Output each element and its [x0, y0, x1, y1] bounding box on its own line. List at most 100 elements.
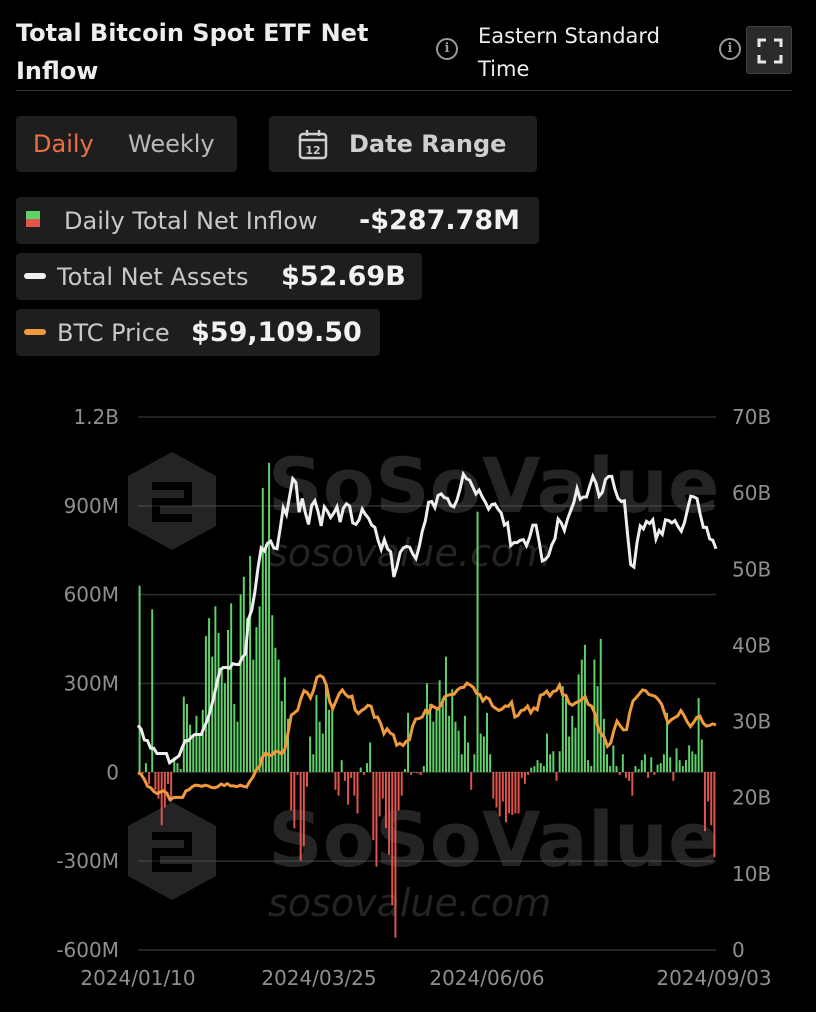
inflow-bar [429, 703, 432, 772]
inflow-bar [293, 772, 296, 829]
y-left-tick: -600M [56, 938, 119, 962]
legend-price[interactable]: BTC Price $59,109.50 [16, 309, 380, 356]
assets-value: $52.69B [281, 261, 406, 292]
assets-swatch [24, 273, 46, 279]
inflow-bar [688, 745, 691, 773]
inflow-bar [422, 766, 425, 772]
price-swatch [24, 329, 46, 335]
inflow-bar [590, 766, 593, 772]
inflow-bar [138, 585, 141, 773]
inflow-bar [498, 772, 501, 817]
inflow-bar [366, 763, 368, 773]
watermark-url: sosovalue.com [268, 531, 551, 575]
inflow-bar [334, 772, 337, 790]
inflow-bar [542, 766, 545, 772]
inflow-bar [290, 772, 293, 811]
inflow-bar [561, 686, 564, 772]
inflow-bar [602, 718, 605, 772]
inflow-bar [640, 760, 643, 772]
y-right-tick: 70B [732, 405, 771, 429]
inflow-bar [397, 772, 400, 811]
inflow-bar [217, 632, 220, 772]
header-divider [16, 90, 792, 91]
inflow-bar [359, 767, 362, 772]
inflow-bar [204, 635, 207, 772]
inflow-bar [647, 772, 650, 778]
inflow-bar [599, 638, 602, 773]
inflow-bar [403, 769, 406, 772]
fullscreen-button[interactable] [746, 26, 792, 74]
inflow-bar [580, 659, 583, 772]
timezone-info-icon[interactable]: i [719, 38, 741, 60]
legend-assets[interactable]: Total Net Assets $52.69B [16, 253, 422, 300]
inflow-bar [555, 772, 558, 781]
inflow-bar [410, 772, 413, 775]
y-right-tick: 50B [732, 557, 771, 581]
chart-title: Total Bitcoin Spot ETF Net Inflow [16, 19, 369, 85]
btc-price-line [137, 673, 717, 802]
inflow-bar [148, 772, 151, 784]
inflow-bar [700, 739, 703, 772]
inflow-bar [536, 760, 539, 772]
inflow-bar [662, 754, 665, 772]
inflow-bar [681, 766, 684, 772]
inflow-bar [546, 733, 548, 772]
inflow-bar [457, 730, 460, 772]
inflow-bar [416, 772, 419, 774]
weekly-tab[interactable]: Weekly [128, 130, 215, 158]
inflow-bar [407, 712, 410, 772]
inflow-bar [463, 715, 466, 772]
inflow-bar [227, 630, 229, 772]
inflow-bar [587, 760, 590, 772]
x-tick: 2024/09/03 [656, 966, 771, 990]
title-info-icon[interactable]: i [436, 38, 458, 60]
price-value: $59,109.50 [191, 317, 362, 348]
date-range-button[interactable]: 12 Date Range [269, 116, 537, 172]
inflow-bar [568, 736, 571, 772]
inflow-bar [245, 618, 248, 772]
inflow-bar [691, 751, 694, 772]
inflow-bar [268, 462, 271, 772]
inflow-bar [211, 656, 214, 773]
inflow-bar [659, 763, 662, 773]
inflow-bar [271, 615, 274, 772]
calendar-icon: 12 [298, 130, 328, 160]
inflow-bar [378, 772, 381, 817]
inflow-bar [482, 736, 485, 772]
inflow-bar [375, 772, 378, 867]
x-tick: 2024/03/25 [261, 966, 376, 990]
inflow-bar [574, 727, 577, 773]
inflow-bar [328, 709, 331, 773]
inflow-bar [492, 772, 495, 799]
inflow-bar [287, 718, 290, 772]
inflow-bar [296, 772, 299, 775]
inflow-bar [400, 772, 403, 796]
etf-chart[interactable]: SoSoValue sosovalue.com SoSoValue sosova… [0, 395, 816, 995]
daily-tab[interactable]: Daily [33, 130, 94, 158]
inflow-bar [685, 760, 687, 772]
inflow-bar [697, 698, 700, 772]
inflow-bar [530, 767, 533, 772]
y-right-tick: 0 [732, 938, 745, 962]
inflow-bar [520, 772, 523, 778]
inflow-bar [650, 757, 653, 772]
legend-inflow[interactable]: Daily Total Net Inflow -$287.78M [16, 197, 539, 244]
inflow-bar [160, 772, 163, 826]
inflow-bar [678, 760, 681, 772]
inflow-bar [552, 751, 555, 772]
inflow-bar [583, 644, 586, 772]
inflow-bar [318, 721, 321, 772]
inflow-bar [141, 772, 144, 774]
inflow-bar [672, 772, 675, 781]
inflow-bar [571, 715, 574, 772]
inflow-bar [340, 760, 343, 772]
inflow-bar [154, 772, 157, 790]
inflow-bar [643, 754, 646, 772]
inflow-bar [201, 709, 204, 773]
assets-label: Total Net Assets [57, 263, 249, 291]
inflow-bar [637, 769, 640, 772]
inflow-bar [249, 556, 252, 772]
inflow-bar [252, 659, 255, 772]
inflow-bar [230, 603, 233, 773]
inflow-bar [517, 772, 520, 814]
